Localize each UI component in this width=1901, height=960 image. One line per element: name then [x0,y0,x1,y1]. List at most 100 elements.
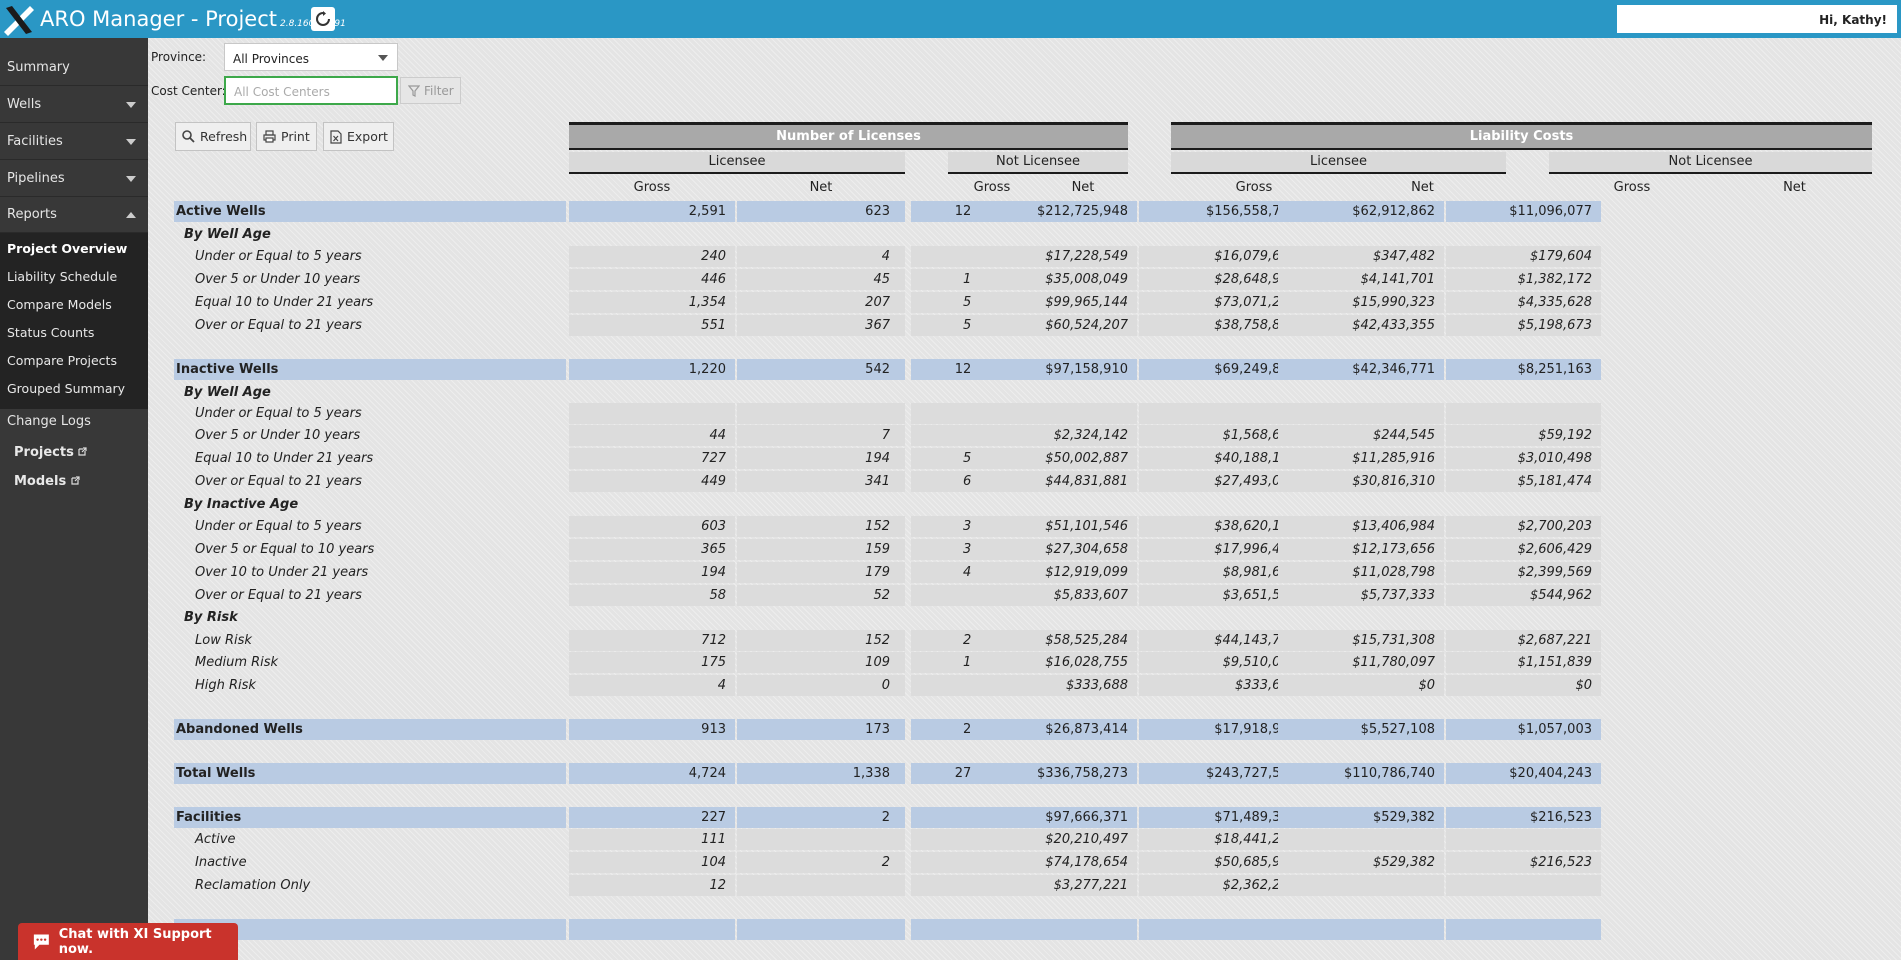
file-excel-icon [330,129,342,144]
refresh-icon [316,11,330,26]
table-cell: $5,833,607 [971,585,1137,606]
table-cell: $15,731,308 [1278,630,1444,651]
table-cell: 551 [569,315,735,336]
table-cell: $2,606,429 [1446,539,1601,560]
group-header-number-of-licenses: Number of Licenses [569,122,1128,150]
nav-pipelines[interactable]: Pipelines [0,161,148,197]
table-cell: $1,151,839 [1446,652,1601,673]
table-cell: $3,010,498 [1446,448,1601,469]
table-cell: 712 [569,630,735,651]
table-cell: 7 [811,425,899,446]
table-row: Low Risk712545.415227.2$58,525,284$44,14… [174,630,1872,651]
table-row: Over or Equal to 21 years5833.5525.7$5,8… [174,585,1872,606]
row-label: Active Wells [174,201,566,222]
table-cell: 109 [811,652,899,673]
nav-compare-projects[interactable]: Compare Projects [7,353,117,368]
link-models[interactable]: Models [14,474,80,489]
filter-button[interactable]: Filter [400,77,461,104]
table-cell: $18,441,224 [1139,829,1306,850]
table-cell: $5,198,673 [1446,315,1601,336]
table-cell: $2,687,221 [1446,630,1601,651]
section-row: Abandoned Wells913604.117329.0$26,873,41… [174,719,1872,740]
nav-wells[interactable]: Wells [0,87,148,123]
table-cell: $2,700,203 [1446,516,1601,537]
table-cell [1278,875,1444,896]
user-greeting[interactable]: Hi, Kathy! [1617,5,1897,33]
table-cell: $51,101,546 [971,516,1137,537]
nav-summary[interactable]: Summary [0,50,148,86]
table-cell: 727 [569,448,735,469]
table-row: Over or Equal to 21 years551355.936750.4… [174,315,1872,336]
table-cell: $73,071,222 [1139,292,1306,313]
link-projects[interactable]: Projects [14,445,87,460]
nav-change-logs[interactable]: Change Logs [7,414,91,429]
table-cell: $17,918,990 [1139,719,1306,740]
table-cell: $11,285,916 [1278,448,1444,469]
table-cell: 623 [811,201,899,222]
table-cell [569,919,735,940]
nav-compare-models[interactable]: Compare Models [7,297,112,312]
export-button[interactable]: Export [323,122,394,151]
section-row: Facilities227198.221.3$97,666,371$71,489… [174,807,1872,828]
table-cell: $529,382 [1278,852,1444,873]
table-row: High Risk44.000.0$333,688$333,688$0$0 [174,675,1872,696]
print-button[interactable]: Print [256,122,317,151]
refresh-button[interactable]: Refresh [175,122,251,151]
table-cell: 58 [569,585,735,606]
group-heading-row: By Well Age [174,224,1872,245]
table-cell [1446,919,1601,940]
table-cell: $12,919,099 [971,562,1137,583]
table-cell: 194 [811,448,899,469]
table-cell: 449 [569,471,735,492]
reports-submenu: Project Overview Liability Schedule Comp… [0,233,148,409]
table-cell [971,403,1137,424]
table-cell [811,919,899,940]
table-cell: $212,725,948 [971,201,1137,222]
table-cell: $156,558,721 [1139,201,1306,222]
table-cell: $5,527,108 [1278,719,1444,740]
filter-icon [408,84,420,97]
table-cell: $40,188,150 [1139,448,1306,469]
chat-support-button[interactable]: Chat with XI Support now. [18,923,238,960]
province-select[interactable]: All Provinces [224,43,398,71]
chevron-down-icon [126,176,136,182]
table-cell: 44 [569,425,735,446]
table-cell: $4,141,701 [1278,269,1444,290]
table-cell: 446 [569,269,735,290]
filter-button-label: Filter [424,83,454,98]
table-cell: $59,192 [1446,425,1601,446]
table-cell: $2,324,142 [971,425,1137,446]
nav-status-counts[interactable]: Status Counts [7,325,95,340]
cost-center-input[interactable]: All Cost Centers [224,76,398,105]
table-cell: $2,399,569 [1446,562,1601,583]
table-cell: 152 [811,630,899,651]
nav-reports[interactable]: Reports [0,197,148,233]
table-cell: $3,277,221 [971,875,1137,896]
row-label: Over 10 to Under 21 years [195,565,369,580]
table-cell: $529,382 [1278,807,1444,828]
table-cell: $38,620,160 [1139,516,1306,537]
table-cell: $16,079,636 [1139,246,1306,267]
table-cell: $17,228,549 [971,246,1137,267]
chat-support-label: Chat with XI Support now. [58,926,212,957]
table-cell [1139,919,1306,940]
sidebar: Summary Wells Facilities Pipelines Repor… [0,38,148,960]
table-cell: $1,057,003 [1446,719,1601,740]
row-label: Active [195,832,236,847]
nav-reports-label: Reports [7,207,57,222]
nav-grouped-summary[interactable]: Grouped Summary [7,381,126,396]
table-cell: 603 [569,516,735,537]
table-cell: $11,096,077 [1446,201,1601,222]
table-cell: $12,173,656 [1278,539,1444,560]
column-header-net: Net [1071,180,1095,195]
table-cell [1278,829,1444,850]
table-cell: $0 [1278,675,1444,696]
table-cell: $8,251,163 [1446,359,1601,380]
nav-liability-schedule[interactable]: Liability Schedule [7,269,118,284]
nav-facilities[interactable]: Facilities [0,124,148,160]
table-cell [811,829,899,850]
nav-project-overview[interactable]: Project Overview [7,241,128,256]
table-cell: $99,965,144 [971,292,1137,313]
reload-button[interactable] [311,7,335,31]
app-title: ARO Manager - Project2.8.160.49091 [40,7,346,31]
